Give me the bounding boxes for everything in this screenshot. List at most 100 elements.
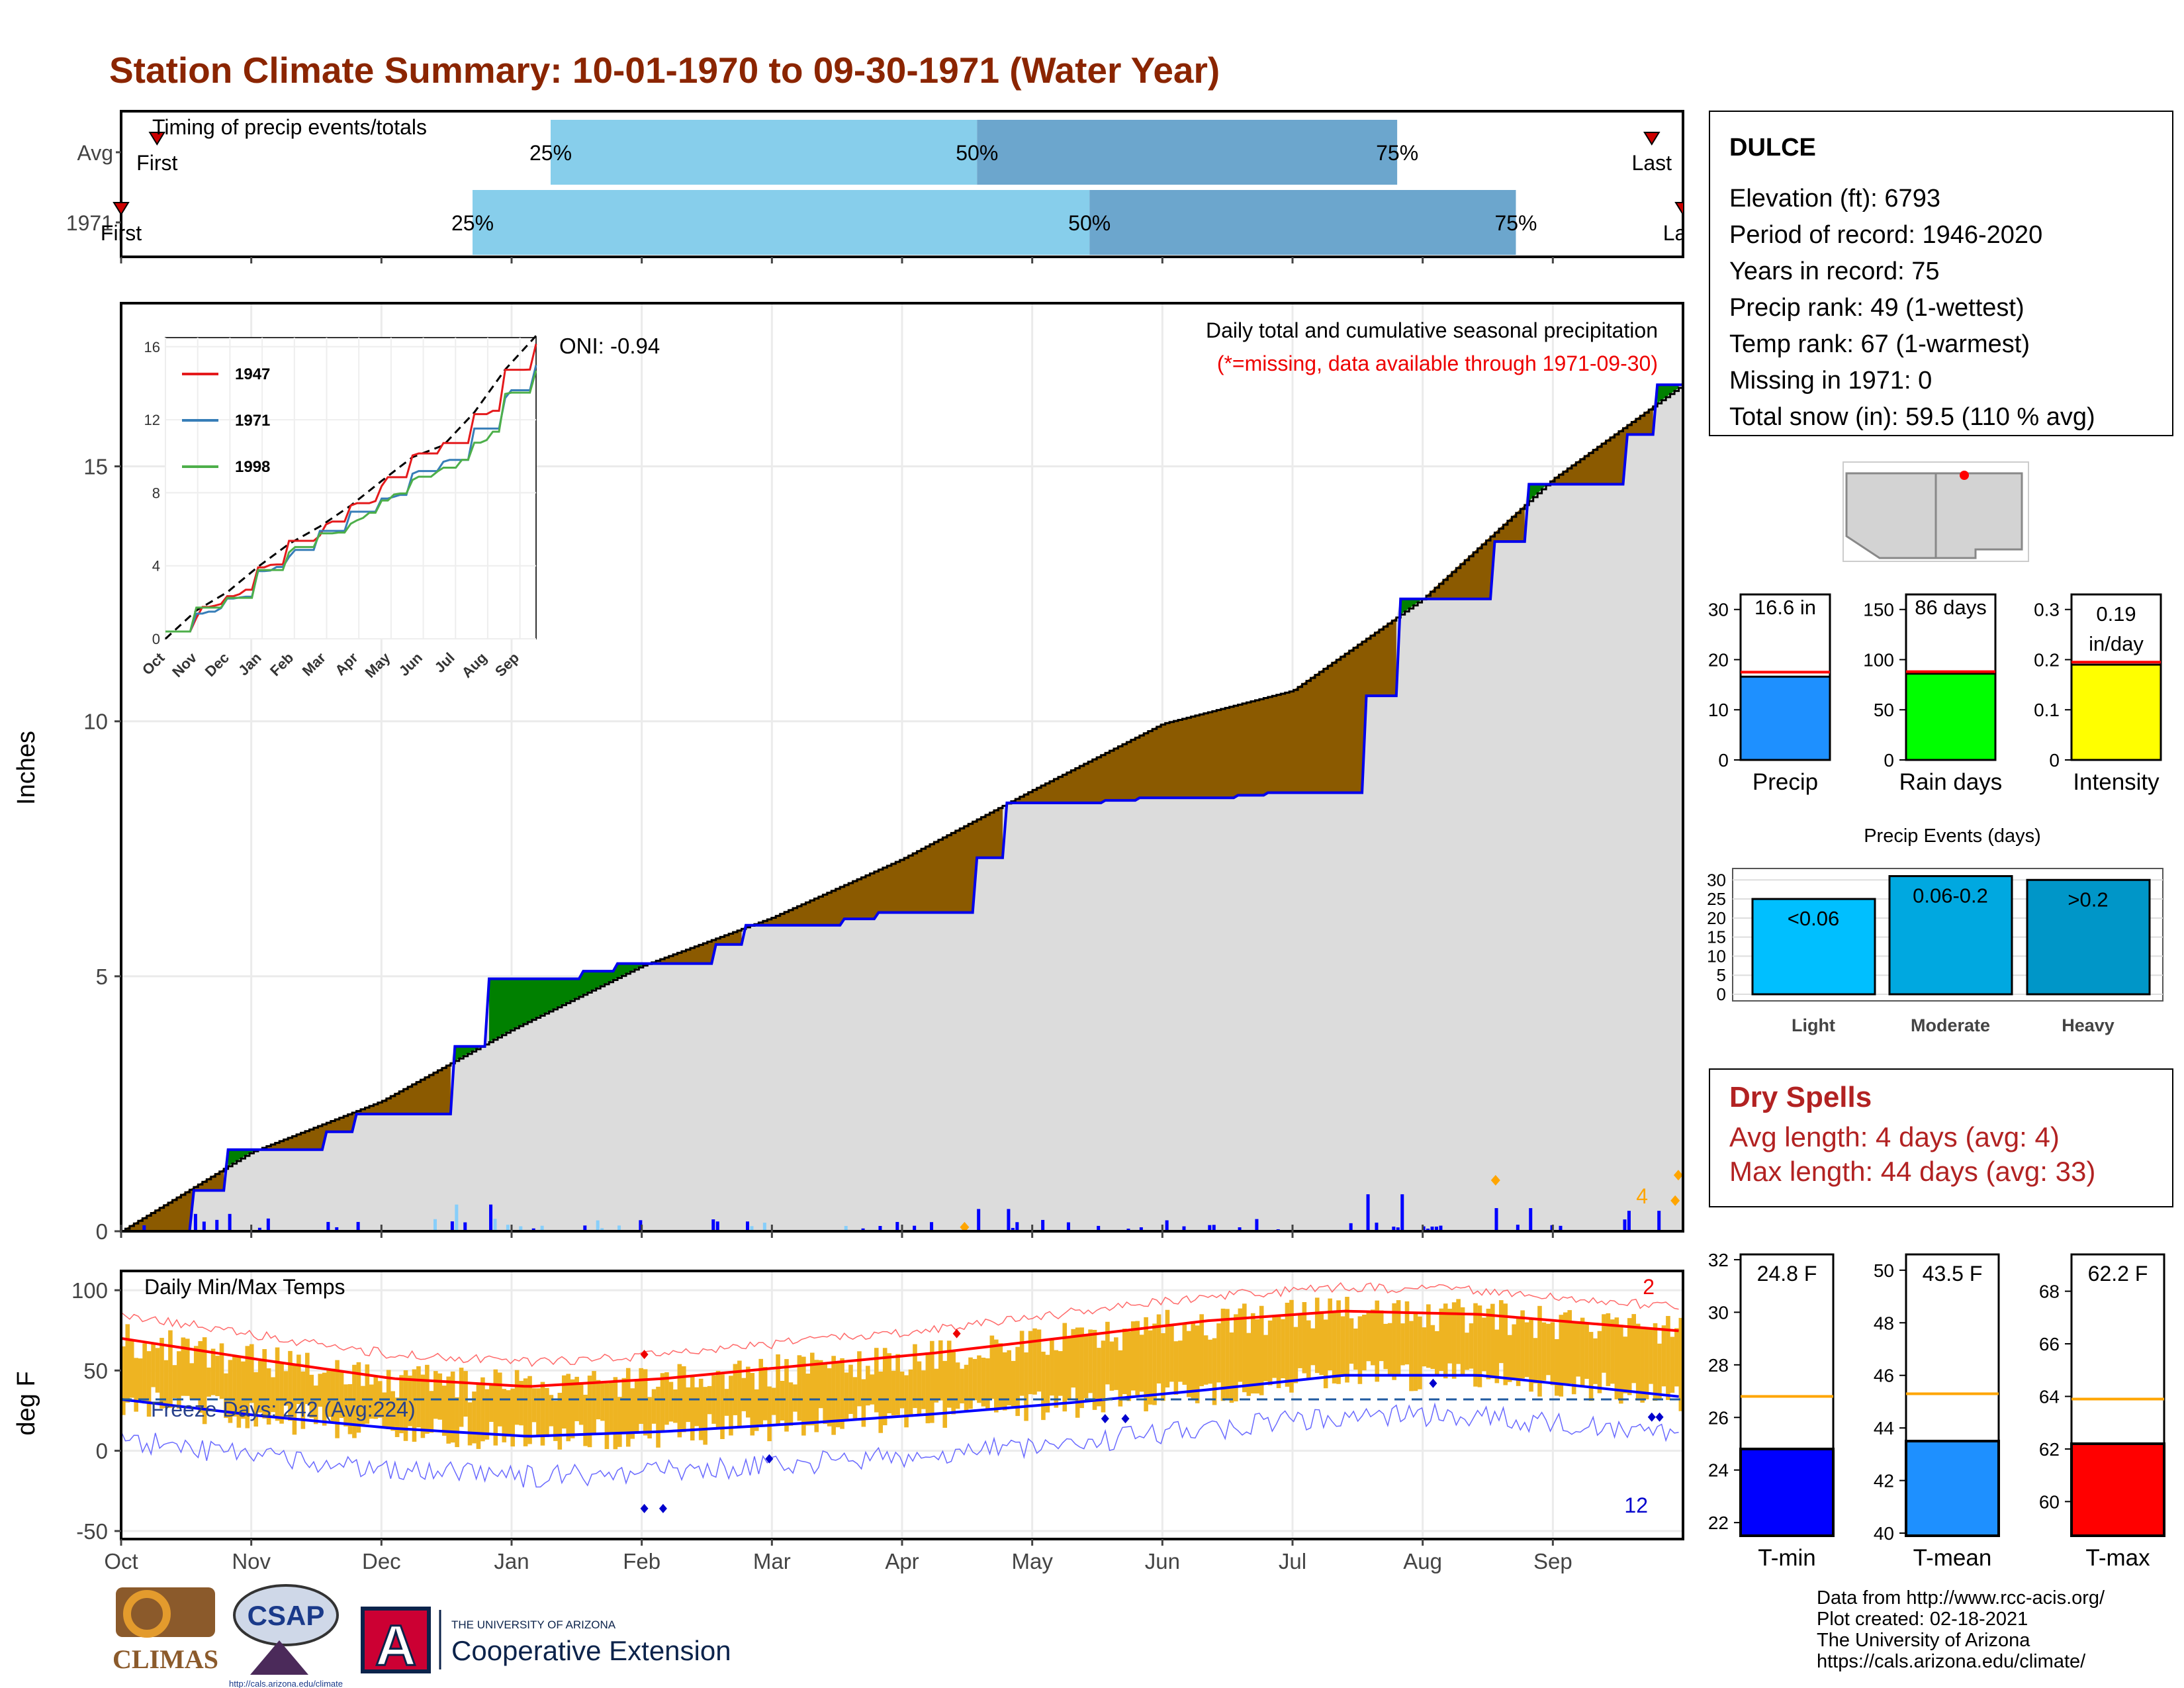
daily-temp-range-bar (647, 1397, 652, 1439)
temp-y-tick-label: -50 (76, 1519, 108, 1544)
daily-precip-bar (1396, 1227, 1400, 1231)
daily-temp-range-bar (519, 1381, 523, 1426)
daily-temp-range-bar (1161, 1333, 1165, 1401)
daily-temp-range-bar (1623, 1336, 1628, 1393)
daily-temp-range-bar (1092, 1329, 1097, 1410)
dry-spells: Dry Spells Avg length: 4 days (avg: 4) Ma… (1709, 1068, 2173, 1207)
daily-temp-range-bar (1079, 1327, 1084, 1409)
temp-bar-y-tick-label: 48 (1874, 1313, 1894, 1333)
summary-value-label: 16.6 in (1754, 596, 1816, 619)
summary-y-tick-label: 20 (1708, 649, 1729, 670)
daily-temp-range-bar (1186, 1331, 1191, 1397)
daily-temp-range-bar (206, 1367, 211, 1397)
daily-temp-range-bar (365, 1364, 370, 1424)
daily-temp-range-bar (1173, 1341, 1179, 1395)
oni-label: ONI: -0.94 (559, 334, 660, 358)
daily-temp-range-bar (467, 1402, 473, 1446)
daily-temp-range-bar (1058, 1351, 1063, 1396)
daily-precip-bar (215, 1219, 219, 1231)
inset-legend-label: 1998 (235, 458, 270, 476)
daily-temp-range-bar (1122, 1329, 1127, 1395)
daily-temp-range-bar (309, 1374, 314, 1418)
daily-temp-range-bar (1353, 1328, 1358, 1370)
daily-temp-range-bar (1041, 1351, 1046, 1421)
credit-line: The University of Arizona (1817, 1630, 2030, 1651)
daily-temp-range-bar (964, 1364, 969, 1412)
daily-precip-bar (193, 1213, 197, 1231)
station-detail-line: Missing in 1971: 0 (1729, 367, 1932, 395)
daily-temp-range-bar (420, 1374, 426, 1438)
events-y-tick-label: 25 (1707, 889, 1726, 909)
daily-temp-range-bar (1392, 1303, 1396, 1380)
daily-temp-range-bar (866, 1366, 870, 1406)
daily-temp-range-bar (279, 1362, 284, 1424)
precip-y-tick-label: 15 (83, 455, 108, 479)
temp-bar-value-label: 24.8 F (1757, 1262, 1817, 1286)
daily-precip-bar (750, 1226, 754, 1231)
daily-precip-bar (1516, 1225, 1520, 1231)
daily-temp-range-bar (746, 1366, 751, 1418)
daily-temp-range-bar (322, 1372, 327, 1426)
daily-temp-range-bar (1614, 1317, 1619, 1399)
daily-temp-range-bar (1250, 1313, 1255, 1394)
daily-precip-bar (844, 1226, 848, 1231)
daily-temp-range-bar (1148, 1330, 1153, 1405)
daily-temp-range-bar (578, 1383, 584, 1425)
temp-bar-y-tick-label: 50 (1874, 1260, 1894, 1281)
inset-plot-area (165, 337, 537, 639)
record-low-line (121, 1402, 1679, 1488)
temp-bar-category-label: T-max (2085, 1545, 2150, 1571)
climas-sun-icon (123, 1590, 171, 1638)
daily-temp-range-bar (793, 1384, 797, 1412)
month-tick-label: Nov (232, 1549, 271, 1573)
daily-temp-range-bar (425, 1364, 430, 1434)
daily-precip-bar (1208, 1225, 1212, 1231)
daily-temp-range-bar (283, 1371, 289, 1406)
daily-temp-range-bar (1195, 1325, 1200, 1403)
precip-y-label: Inches (13, 731, 40, 805)
events-y-tick-label: 0 (1717, 984, 1726, 1004)
daily-temp-range-bar (433, 1371, 438, 1419)
daily-temp-range-bar (121, 1346, 126, 1415)
daily-temp-range-bar (1105, 1321, 1110, 1385)
daily-temp-range-bar (1379, 1310, 1384, 1362)
daily-temp-range-bar (480, 1377, 485, 1442)
daily-temp-range-bar (1139, 1335, 1144, 1392)
daily-temp-range-bar (1234, 1314, 1238, 1402)
daily-temp-range-bar (561, 1375, 567, 1429)
daily-temp-range-bar (1302, 1301, 1307, 1374)
daily-temp-range-bar (1533, 1338, 1538, 1383)
daily-temp-range-bar (613, 1377, 618, 1450)
daily-temp-range-bar (660, 1373, 665, 1432)
daily-temp-range-bar (232, 1356, 237, 1417)
daily-temp-range-bar (506, 1390, 511, 1437)
daily-temp-range-bar (899, 1372, 905, 1409)
daily-temp-range-bar (814, 1360, 819, 1432)
daily-temp-range-bar (1597, 1331, 1602, 1393)
last-event-marker (1643, 132, 1661, 146)
timing-percent-label: 75% (1376, 141, 1418, 165)
temp-bar-y-tick-label: 44 (1874, 1418, 1894, 1438)
daily-precip-bar (1623, 1219, 1627, 1231)
daily-temp-range-bar (361, 1385, 365, 1425)
daily-temp-range-bar (1482, 1317, 1486, 1372)
inset-series-line (165, 344, 537, 633)
last-event-label: Last (1663, 221, 1704, 245)
daily-temp-range-bar (489, 1385, 494, 1422)
daily-temp-range-bar (472, 1391, 477, 1444)
daily-precip-bar (450, 1221, 454, 1231)
daily-temp-range-bar (1144, 1317, 1148, 1412)
daily-temp-range-bar (1028, 1331, 1033, 1395)
summary-y-tick-label: 50 (1874, 700, 1894, 720)
month-tick-label: Mar (753, 1549, 791, 1573)
temp-y-tick-label: 50 (83, 1358, 108, 1383)
daily-temp-range-bar (938, 1340, 943, 1401)
daily-temp-range-bar (1225, 1309, 1230, 1400)
daily-temp-range-bar (767, 1386, 772, 1442)
daily-temp-range-bar (1443, 1303, 1448, 1379)
daily-precip-bar (257, 1227, 261, 1231)
climas-logo: CLIMAS (113, 1587, 218, 1674)
daily-temp-range-bar (408, 1376, 412, 1427)
daily-temp-range-bar (977, 1355, 981, 1403)
daily-temp-range-bar (1507, 1335, 1512, 1382)
